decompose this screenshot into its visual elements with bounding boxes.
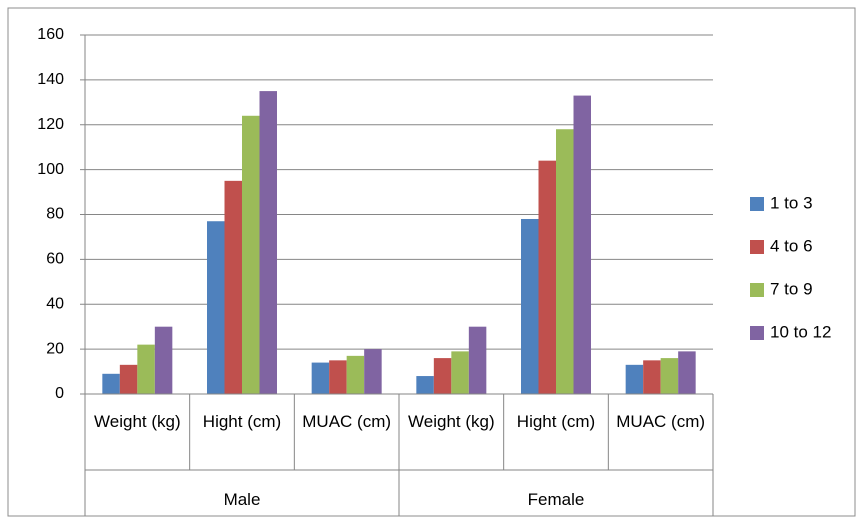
bar — [346, 355, 365, 394]
bar — [678, 351, 696, 394]
y-tick-label: 160 — [37, 26, 64, 43]
y-tick-label: 80 — [46, 206, 64, 223]
bar — [119, 364, 138, 394]
bar — [660, 358, 679, 394]
bar — [329, 360, 347, 394]
bar — [451, 351, 469, 394]
bar — [224, 180, 242, 394]
group-label: Female — [527, 490, 585, 509]
y-tick-label: 120 — [37, 116, 64, 133]
bar — [259, 91, 277, 394]
legend-label: 1 to 3 — [770, 193, 813, 212]
y-tick-label: 60 — [46, 251, 64, 268]
x-tick-label: Weight (kg) — [94, 412, 181, 431]
bar — [643, 360, 661, 394]
y-tick-label: 140 — [37, 71, 64, 88]
x-tick-label: Hight (cm) — [516, 412, 596, 431]
bar — [311, 362, 330, 394]
bar — [207, 221, 225, 394]
bar — [573, 95, 591, 395]
y-tick-label: 0 — [55, 385, 64, 402]
legend-label: 4 to 6 — [770, 236, 813, 255]
bar — [468, 326, 487, 394]
bar — [102, 373, 120, 394]
bar — [154, 326, 173, 394]
bar — [416, 376, 434, 394]
bar — [521, 218, 539, 394]
y-tick-label: 20 — [46, 340, 64, 357]
group-label: Male — [223, 490, 261, 509]
x-tick-label: Weight (kg) — [408, 412, 495, 431]
x-tick-label: Hight (cm) — [202, 412, 282, 431]
bar — [556, 129, 574, 395]
bar — [242, 115, 260, 395]
legend-swatch — [750, 326, 764, 340]
x-tick-label: MUAC (cm) — [616, 412, 706, 431]
chart-border — [7, 7, 856, 517]
bar — [625, 364, 644, 394]
legend-label: 10 to 12 — [770, 322, 831, 341]
legend-swatch — [750, 197, 764, 211]
bar — [538, 160, 556, 394]
legend-label: 7 to 9 — [770, 279, 813, 298]
x-tick-label: MUAC (cm) — [302, 412, 392, 431]
bar — [433, 358, 452, 394]
legend-swatch — [750, 240, 764, 254]
bar — [137, 344, 155, 394]
y-tick-label: 40 — [46, 295, 64, 312]
legend-swatch — [750, 283, 764, 297]
y-tick-label: 100 — [37, 161, 64, 178]
bar — [364, 349, 382, 394]
